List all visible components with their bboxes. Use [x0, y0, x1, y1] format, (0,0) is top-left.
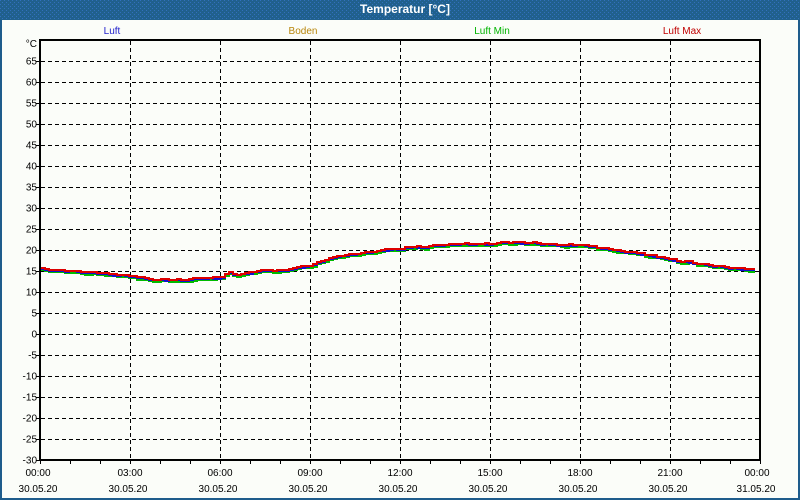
svg-text:21:00: 21:00 — [657, 468, 682, 479]
svg-text:-15: -15 — [23, 393, 38, 404]
svg-text:-10: -10 — [23, 372, 38, 383]
svg-text:00:00: 00:00 — [25, 468, 50, 479]
svg-text:10: 10 — [26, 288, 38, 299]
svg-text:50: 50 — [26, 120, 38, 131]
svg-text:°C: °C — [26, 39, 37, 50]
svg-text:30.05.20: 30.05.20 — [19, 484, 58, 495]
svg-text:18:00: 18:00 — [567, 468, 592, 479]
svg-text:30.05.20: 30.05.20 — [379, 484, 418, 495]
svg-text:-20: -20 — [23, 414, 38, 425]
svg-text:06:00: 06:00 — [207, 468, 232, 479]
svg-text:31.05.20: 31.05.20 — [737, 484, 776, 495]
svg-text:65: 65 — [26, 57, 38, 68]
svg-text:-30: -30 — [23, 456, 38, 467]
svg-text:30: 30 — [26, 204, 38, 215]
svg-text:45: 45 — [26, 141, 38, 152]
svg-text:30.05.20: 30.05.20 — [199, 484, 238, 495]
svg-text:40: 40 — [26, 162, 38, 173]
svg-text:30.05.20: 30.05.20 — [289, 484, 328, 495]
svg-text:0: 0 — [31, 330, 37, 341]
svg-text:09:00: 09:00 — [297, 468, 322, 479]
svg-text:25: 25 — [26, 225, 38, 236]
svg-text:15:00: 15:00 — [477, 468, 502, 479]
svg-text:5: 5 — [31, 309, 37, 320]
svg-text:20: 20 — [26, 246, 38, 257]
svg-text:00:00: 00:00 — [744, 468, 769, 479]
svg-text:30.05.20: 30.05.20 — [109, 484, 148, 495]
svg-text:03:00: 03:00 — [117, 468, 142, 479]
svg-text:60: 60 — [26, 78, 38, 89]
svg-text:-5: -5 — [28, 351, 37, 362]
svg-text:15: 15 — [26, 267, 38, 278]
svg-text:30.05.20: 30.05.20 — [469, 484, 508, 495]
svg-text:-25: -25 — [23, 435, 38, 446]
svg-text:55: 55 — [26, 99, 38, 110]
svg-text:12:00: 12:00 — [387, 468, 412, 479]
svg-text:30.05.20: 30.05.20 — [559, 484, 598, 495]
svg-text:35: 35 — [26, 183, 38, 194]
svg-text:30.05.20: 30.05.20 — [649, 484, 688, 495]
